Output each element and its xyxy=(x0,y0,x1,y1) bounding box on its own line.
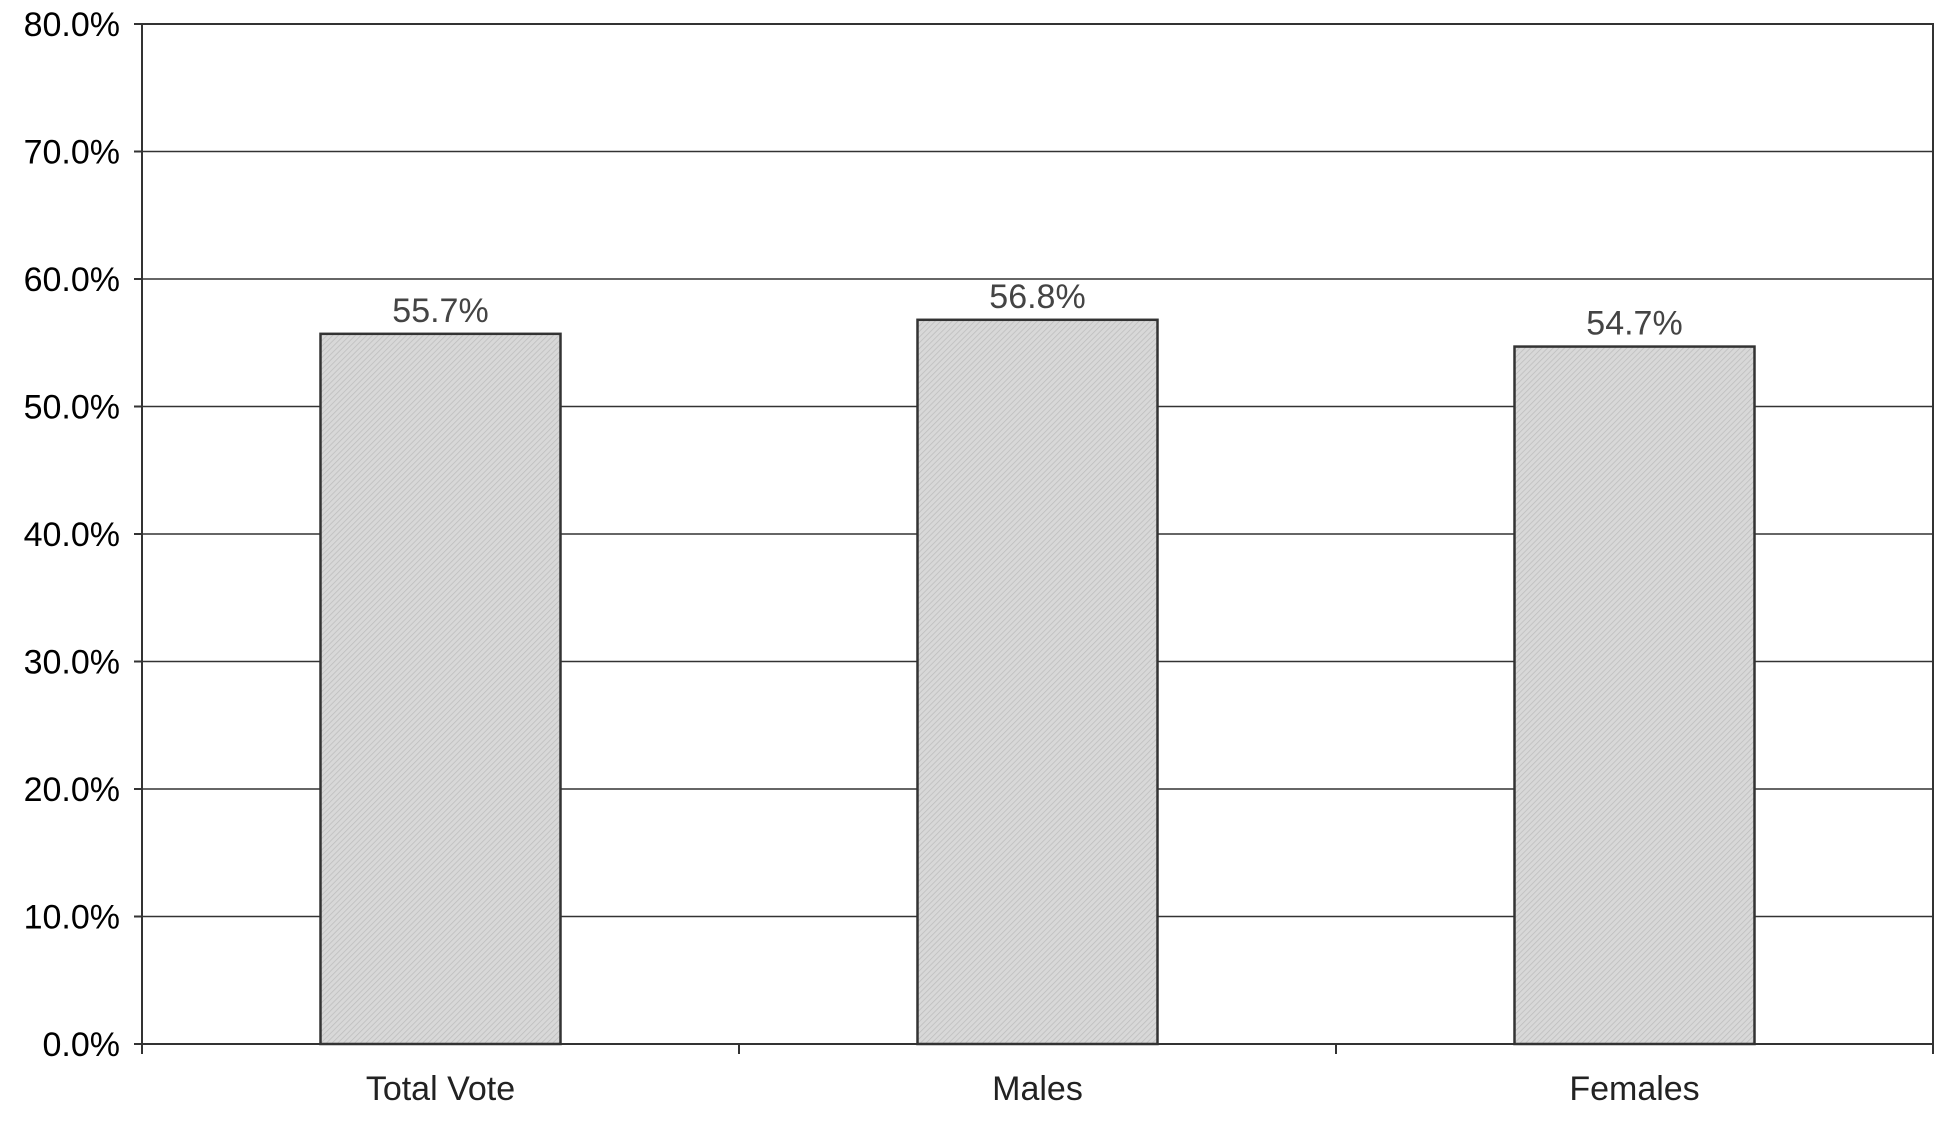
x-category-label: Total Vote xyxy=(366,1070,515,1108)
y-tick-label: 60.0% xyxy=(24,261,120,299)
y-tick-label: 50.0% xyxy=(24,389,120,427)
y-tick-label: 0.0% xyxy=(43,1026,121,1064)
bar-value-label: 56.8% xyxy=(989,278,1085,316)
y-tick-label: 40.0% xyxy=(24,516,120,554)
y-tick-label: 30.0% xyxy=(24,644,120,682)
labels: 0.0% 10.0% 20.0% 30.0% 40.0% 50.0% 60.0% 70.0% 8… xyxy=(24,6,1700,1108)
x-category-label: Males xyxy=(992,1070,1083,1108)
bar-value-label: 55.7% xyxy=(392,292,488,330)
bar-value-label: 54.7% xyxy=(1586,305,1682,343)
x-category-label: Females xyxy=(1569,1070,1699,1108)
y-tick-label: 80.0% xyxy=(24,6,120,44)
y-tick-label: 20.0% xyxy=(24,771,120,809)
y-tick-label: 10.0% xyxy=(24,899,120,937)
bar xyxy=(1513,345,1756,1046)
bar xyxy=(916,318,1159,1046)
bars xyxy=(319,318,1756,1046)
bar xyxy=(319,332,562,1046)
y-tick-label: 70.0% xyxy=(24,134,120,172)
